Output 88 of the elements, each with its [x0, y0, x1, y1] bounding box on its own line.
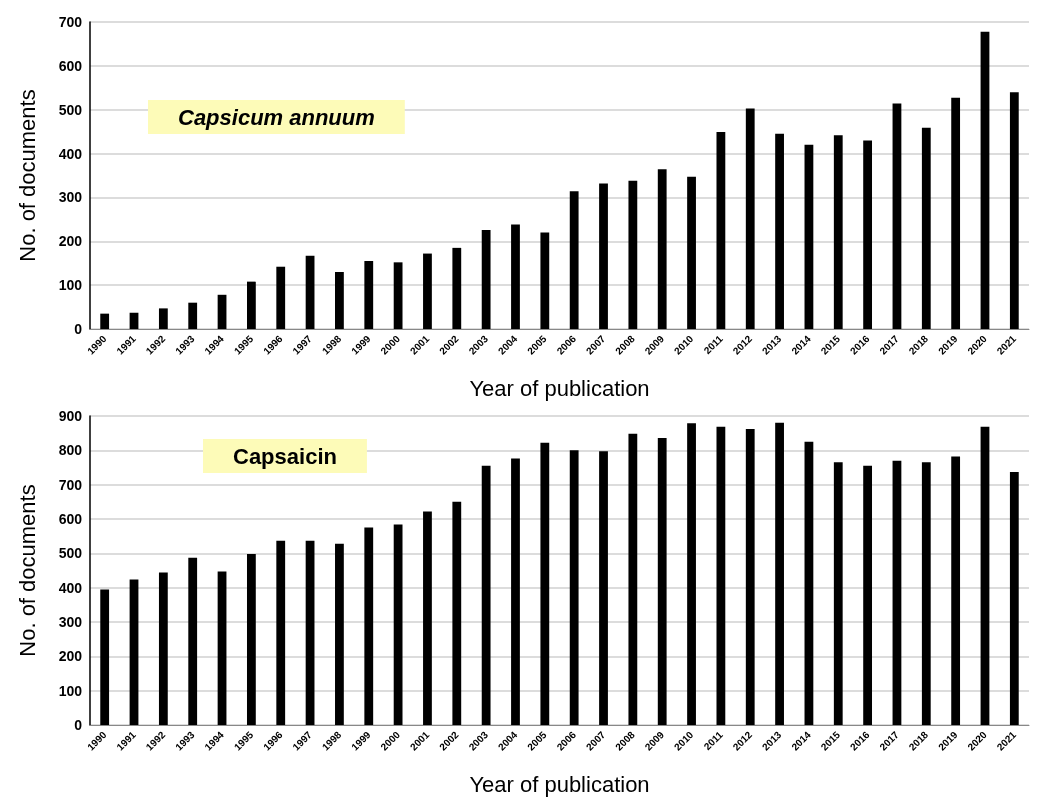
- y-tick-label: 400: [58, 579, 83, 596]
- bar: [569, 191, 579, 329]
- y-tick-label: 500: [58, 101, 83, 118]
- bar: [129, 312, 139, 329]
- bar: [276, 540, 286, 725]
- y-tick-label: 600: [58, 511, 83, 527]
- bar: [833, 462, 843, 725]
- bar: [511, 224, 520, 329]
- bar: [657, 169, 667, 329]
- bar: [980, 426, 990, 725]
- y-tick-label: 300: [58, 614, 83, 630]
- bar: [921, 462, 931, 725]
- bar: [305, 540, 315, 725]
- bar: [452, 247, 462, 329]
- bar: [951, 456, 961, 725]
- y-tick-label: 800: [58, 442, 83, 459]
- bar: [335, 271, 344, 329]
- y-tick-label: 700: [58, 14, 83, 30]
- bar: [951, 97, 961, 329]
- y-tick-label: 0: [74, 321, 83, 337]
- bar: [423, 511, 432, 725]
- bar: [599, 183, 608, 329]
- bar: [100, 313, 110, 329]
- bar: [423, 253, 432, 329]
- bar: [863, 465, 873, 725]
- text: Capsicum annuum: [178, 104, 375, 130]
- bar: [158, 572, 168, 725]
- bar: [305, 255, 315, 329]
- y-tick-label: 100: [58, 682, 83, 699]
- y-tick-label: 300: [58, 189, 83, 206]
- bar: [804, 441, 814, 725]
- bar: [158, 308, 168, 329]
- bar: [393, 262, 403, 329]
- y-axis-title: No. of documents: [14, 89, 40, 262]
- bar: [246, 554, 256, 725]
- bar: [481, 229, 491, 329]
- y-tick-label: 400: [58, 145, 83, 162]
- bar: [687, 423, 696, 725]
- bar: [892, 103, 902, 329]
- bar: [599, 451, 608, 725]
- bar: [1009, 92, 1019, 329]
- y-tick-label: 0: [74, 717, 83, 733]
- bar: [188, 557, 198, 725]
- text: Capsaicin: [233, 443, 337, 469]
- bar: [657, 437, 667, 725]
- bar: [393, 524, 403, 725]
- bar: [217, 294, 227, 329]
- y-axis-title: No. of documents: [14, 484, 40, 657]
- bar: [921, 127, 931, 329]
- y-tick-label: 100: [58, 277, 83, 294]
- bar: [217, 571, 227, 725]
- bar: [540, 232, 550, 329]
- bar: [716, 426, 726, 725]
- bar: [863, 140, 873, 329]
- bar: [569, 450, 579, 725]
- bar: [188, 302, 198, 329]
- bar: [775, 422, 784, 725]
- bar: [364, 261, 374, 329]
- bar: [100, 589, 110, 725]
- bar: [716, 132, 726, 329]
- y-tick-label: 200: [58, 648, 83, 665]
- bar: [628, 180, 638, 329]
- bar: [628, 433, 638, 725]
- bar: [481, 465, 491, 725]
- bar: [335, 543, 344, 725]
- bar: [129, 579, 139, 725]
- y-tick-label: 600: [58, 57, 83, 74]
- bar: [775, 133, 784, 329]
- bar: [276, 266, 286, 329]
- bar: [804, 144, 814, 329]
- bar: [892, 460, 902, 725]
- y-tick-label: 200: [58, 233, 83, 250]
- x-axis-title: Year of publication: [469, 375, 650, 401]
- bar: [833, 135, 843, 329]
- y-tick-label: 700: [58, 476, 83, 493]
- bar: [745, 108, 755, 329]
- bar: [511, 458, 520, 725]
- bar: [364, 527, 374, 725]
- bar: [246, 281, 256, 329]
- bar: [687, 176, 696, 329]
- bar: [1009, 471, 1019, 725]
- bar: [980, 31, 990, 329]
- y-tick-label: 500: [58, 545, 83, 562]
- bar: [452, 501, 462, 725]
- bar: [745, 429, 755, 725]
- bar: [540, 442, 550, 725]
- x-axis-title: Year of publication: [469, 771, 650, 797]
- y-tick-label: 900: [58, 408, 83, 424]
